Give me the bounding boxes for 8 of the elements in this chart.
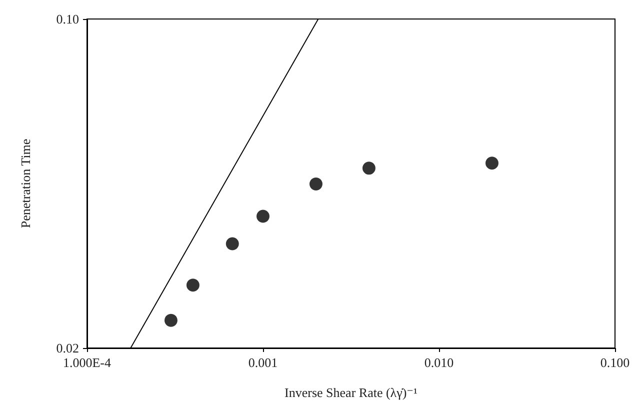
y-tick-label: 0.10: [56, 12, 79, 26]
y-axis-title: Penetration Time: [18, 138, 33, 228]
x-tick-label: 0.100: [600, 355, 630, 370]
x-tick-label: 0.001: [248, 355, 278, 370]
y-tick-label: 0.02: [56, 340, 79, 356]
x-axis-title: Inverse Shear Rate (λγ̇)⁻¹: [284, 385, 418, 400]
x-tick-label: 1.000E-4: [62, 355, 112, 370]
x-tick-label: 0.010: [424, 355, 454, 370]
